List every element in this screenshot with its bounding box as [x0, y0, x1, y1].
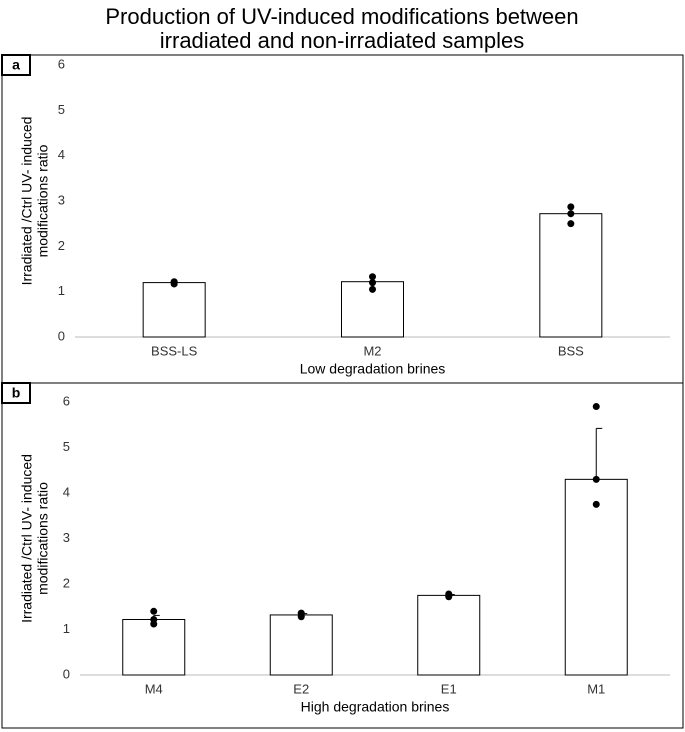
x-tick-label: M4: [145, 681, 163, 696]
y-tick-label: 3: [58, 192, 65, 207]
y-tick-label: 2: [63, 575, 70, 590]
replicate-point: [150, 607, 158, 615]
figure-title: irradiated and non-irradiated samples: [160, 28, 524, 53]
y-tick-label: 6: [63, 393, 70, 408]
y-tick-label: 5: [63, 439, 70, 454]
y-tick-label: 4: [58, 147, 65, 162]
replicate-point: [297, 609, 305, 617]
x-tick-label: BSS: [558, 343, 584, 358]
bar: [122, 618, 186, 676]
y-axis-label: Irradiated /Ctrl UV- induced: [19, 117, 35, 286]
replicate-point: [369, 279, 376, 287]
y-tick-label: 1: [58, 283, 65, 298]
panel-label-box: [1, 382, 31, 404]
x-tick-label: E1: [441, 681, 457, 696]
x-tick-label: M1: [587, 681, 605, 696]
replicate-point: [567, 210, 575, 218]
bar: [142, 282, 206, 338]
bar: [564, 478, 628, 676]
panel-label: b: [12, 385, 21, 401]
y-tick-label: 1: [63, 621, 70, 636]
y-tick-label: 2: [58, 238, 65, 253]
replicate-point: [592, 403, 600, 411]
replicate-point: [592, 475, 600, 483]
replicate-point: [369, 285, 376, 293]
replicate-point: [592, 500, 600, 508]
bar: [539, 213, 603, 338]
panel-frame: [1, 382, 684, 729]
x-tick-label: M2: [363, 343, 381, 358]
x-tick-label: BSS-LS: [151, 343, 198, 358]
replicate-point: [567, 220, 575, 228]
bar: [417, 594, 481, 676]
y-tick-label: 0: [63, 666, 70, 681]
replicate-point: [567, 203, 575, 211]
replicate-point: [369, 273, 376, 281]
y-tick-label: 6: [58, 56, 65, 71]
y-tick-label: 4: [63, 484, 70, 499]
panel-label-box: [1, 54, 31, 76]
y-axis-label: modifications ratio: [35, 144, 51, 257]
y-axis-label: modifications ratio: [35, 482, 51, 595]
x-axis-label: High degradation brines: [301, 699, 450, 715]
x-axis-label: Low degradation brines: [300, 361, 446, 377]
figure-title: Production of UV-induced modifications b…: [105, 4, 578, 29]
bar: [269, 614, 333, 676]
y-axis-label: Irradiated /Ctrl UV- induced: [19, 454, 35, 623]
y-tick-label: 0: [58, 328, 65, 343]
replicate-point: [150, 615, 158, 623]
x-tick-label: E2: [293, 681, 309, 696]
replicate-point: [170, 278, 178, 286]
panel-label: a: [12, 57, 20, 73]
replicate-point: [445, 590, 453, 598]
y-tick-label: 3: [63, 530, 70, 545]
y-tick-label: 5: [58, 102, 65, 117]
